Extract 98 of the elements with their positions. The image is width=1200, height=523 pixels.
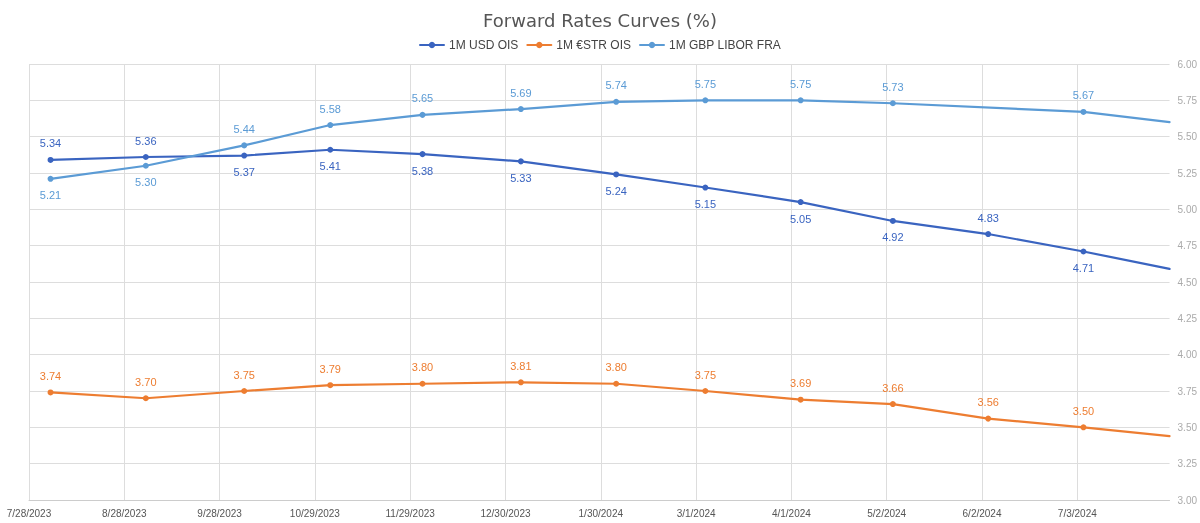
point xyxy=(797,396,804,403)
point xyxy=(419,151,426,158)
point xyxy=(613,380,620,387)
data-label: 5.65 xyxy=(411,92,434,105)
data-label: 5.41 xyxy=(319,160,341,173)
x-tick-label: 7/28/2023 xyxy=(6,507,52,519)
data-label: 5.38 xyxy=(411,164,434,177)
data-label: 5.34 xyxy=(39,137,62,150)
data-label: 5.58 xyxy=(319,102,341,115)
x-tick-label: 6/2/2024 xyxy=(962,507,1002,519)
data-label: 5.21 xyxy=(39,189,62,202)
data-label: 5.67 xyxy=(1072,89,1095,102)
point xyxy=(142,162,149,169)
data-label: 5.74 xyxy=(605,79,627,92)
y-tick-label: 4.75 xyxy=(1177,240,1198,252)
point xyxy=(47,389,54,396)
data-label: 4.71 xyxy=(1072,261,1095,274)
chart-title: Forward Rates Curves (%) xyxy=(483,9,717,31)
data-label: 5.73 xyxy=(882,80,904,93)
point xyxy=(1080,424,1087,431)
data-label: 5.05 xyxy=(789,212,812,225)
point xyxy=(142,154,149,161)
data-label: 3.75 xyxy=(233,368,255,381)
y-tick-label: 6.00 xyxy=(1177,58,1198,70)
point xyxy=(613,98,620,105)
point xyxy=(797,199,804,206)
point xyxy=(517,158,524,165)
x-tick-label: 10/29/2023 xyxy=(289,507,341,519)
data-label: 5.36 xyxy=(135,134,157,147)
data-label: 5.24 xyxy=(605,184,627,197)
y-tick-label: 4.25 xyxy=(1177,312,1198,324)
data-label: 3.56 xyxy=(977,396,999,409)
point xyxy=(1080,248,1087,255)
y-tick-label: 3.00 xyxy=(1177,494,1198,506)
data-label: 3.75 xyxy=(694,368,717,381)
x-tick-label: 5/2/2024 xyxy=(867,507,907,519)
x-tick-label: 1/30/2024 xyxy=(578,507,624,519)
data-label: 5.75 xyxy=(694,77,717,90)
y-tick-label: 3.25 xyxy=(1177,458,1198,470)
y-tick-label: 3.75 xyxy=(1177,385,1198,397)
data-label: 4.83 xyxy=(977,211,999,224)
point xyxy=(47,156,54,163)
point xyxy=(702,388,709,394)
data-label: 3.81 xyxy=(510,359,532,372)
point xyxy=(889,401,896,408)
data-label: 5.37 xyxy=(233,166,255,179)
data-label: 4.92 xyxy=(882,231,904,244)
point xyxy=(702,97,709,104)
data-label: 3.69 xyxy=(789,377,812,390)
x-tick-label: 12/30/2023 xyxy=(480,507,531,519)
point xyxy=(47,175,54,182)
point xyxy=(327,122,334,129)
data-label: 3.50 xyxy=(1072,404,1095,417)
x-tick-label: 9/28/2023 xyxy=(197,507,243,519)
point xyxy=(889,217,896,224)
point xyxy=(327,146,334,153)
data-label: 5.30 xyxy=(135,176,157,189)
point xyxy=(613,171,620,178)
data-label: 3.70 xyxy=(135,375,157,388)
y-tick-label: 5.50 xyxy=(1177,131,1198,143)
point xyxy=(517,106,524,113)
legend-label: 1M USD OIS xyxy=(448,38,519,52)
data-label: 5.44 xyxy=(233,122,255,135)
y-tick-label: 5.00 xyxy=(1177,203,1198,215)
point xyxy=(241,152,248,159)
point xyxy=(1080,108,1087,115)
point xyxy=(985,415,992,422)
x-tick-label: 11/29/2023 xyxy=(385,507,436,519)
data-label: 3.80 xyxy=(605,361,627,374)
legend-label: 1M €STR OIS xyxy=(556,38,632,52)
point xyxy=(142,395,149,402)
data-label: 3.80 xyxy=(411,361,434,374)
y-tick-label: 4.00 xyxy=(1177,349,1198,361)
point xyxy=(889,100,896,107)
data-label: 5.69 xyxy=(510,86,532,99)
data-label: 3.66 xyxy=(882,381,904,394)
x-tick-label: 4/1/2024 xyxy=(771,507,812,519)
x-tick-label: 3/1/2024 xyxy=(676,507,716,519)
point xyxy=(797,97,804,104)
point xyxy=(419,380,426,387)
point xyxy=(419,111,426,118)
x-tick-label: 7/3/2024 xyxy=(1057,507,1098,519)
point xyxy=(241,142,248,149)
data-label: 5.33 xyxy=(510,171,532,184)
x-tick-label: 8/28/2023 xyxy=(102,507,147,519)
data-label: 5.75 xyxy=(789,77,812,90)
point xyxy=(241,388,248,394)
y-tick-label: 5.25 xyxy=(1177,167,1198,179)
legend-label: 1M GBP LIBOR FRA xyxy=(669,38,781,52)
y-tick-label: 5.75 xyxy=(1177,94,1198,106)
point xyxy=(517,379,524,386)
point xyxy=(327,382,334,389)
data-label: 5.15 xyxy=(694,198,717,211)
point xyxy=(985,231,992,238)
data-label: 3.79 xyxy=(319,362,341,375)
y-tick-label: 3.50 xyxy=(1177,421,1198,433)
y-tick-label: 4.50 xyxy=(1177,276,1198,288)
data-label: 3.74 xyxy=(39,369,62,382)
